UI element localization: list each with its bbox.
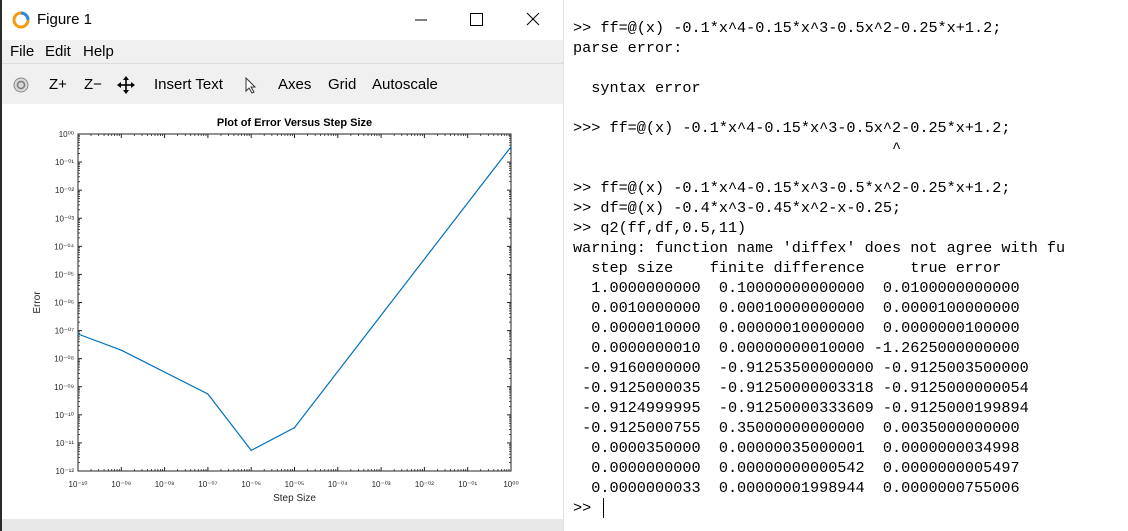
rotate-icon[interactable]: [12, 76, 30, 94]
figure-toolbar: Z+ Z− Insert Text Axes Grid Autoscale: [2, 63, 563, 105]
menu-help[interactable]: Help: [83, 43, 114, 60]
y-tick-label: 10⁻⁰³: [55, 214, 74, 223]
window-title: Figure 1: [37, 11, 93, 28]
terminal-line: 1.0000000000 0.10000000000000 0.01000000…: [573, 279, 1020, 297]
desktop-edge: [0, 0, 2, 531]
terminal-line: -0.9125000755 0.35000000000000 0.0035000…: [573, 419, 1020, 437]
x-tick-label: 10⁻⁰⁴: [328, 480, 348, 489]
terminal-line: 0.0000000010 0.00000000010000 -1.2625000…: [573, 339, 1020, 357]
terminal-line: 0.0000000033 0.00000001998944 0.00000007…: [573, 479, 1020, 497]
terminal-line: syntax error: [573, 79, 701, 97]
octave-app-icon: [12, 11, 30, 29]
y-tick-label: 10⁻⁰¹: [55, 158, 74, 167]
y-tick-label: 10⁻⁰⁵: [54, 270, 74, 279]
title-bar[interactable]: Figure 1: [2, 0, 563, 40]
status-bar: [2, 519, 563, 531]
x-tick-label: 10⁻⁰⁸: [155, 480, 175, 489]
x-tick-label: 10⁻⁰⁹: [111, 480, 131, 489]
terminal-line: parse error:: [573, 39, 683, 57]
pan-icon[interactable]: [117, 76, 135, 94]
terminal-line: >> q2(ff,df,0.5,11): [573, 219, 747, 237]
y-tick-label: 10⁻⁰²: [55, 186, 74, 195]
octave-command-window[interactable]: >> ff=@(x) -0.1*x^4-0.15*x^3-0.5x^2-0.25…: [563, 0, 1128, 531]
text-cursor: [603, 498, 604, 518]
y-tick-label: 10⁰⁰: [59, 130, 74, 139]
data-point: [207, 393, 209, 395]
autoscale-button[interactable]: Autoscale: [372, 76, 438, 93]
x-tick-label: 10⁻⁰⁵: [285, 480, 305, 489]
axes-button[interactable]: Axes: [278, 76, 312, 93]
axes-box: [77, 133, 512, 472]
y-tick-label: 10⁻¹²: [56, 467, 75, 476]
minimize-icon[interactable]: [409, 8, 433, 32]
menu-file[interactable]: File: [10, 43, 35, 60]
data-point: [510, 146, 512, 148]
terminal-line: ^: [573, 139, 902, 157]
terminal-line: -0.9125000035 -0.91250000003318 -0.91250…: [573, 379, 1029, 397]
menu-bar: File Edit Help: [2, 40, 563, 62]
terminal-line: >>: [573, 499, 601, 517]
data-point: [77, 333, 79, 335]
y-tick-label: 10⁻⁰⁶: [54, 299, 74, 308]
y-axis-label: Error: [32, 291, 43, 314]
y-tick-label: 10⁻⁰⁹: [54, 383, 74, 392]
terminal-line: -0.9160000000 -0.91253500000000 -0.91250…: [573, 359, 1029, 377]
data-point: [120, 349, 122, 351]
data-point: [293, 427, 296, 429]
error-plot: 10⁻¹⁰ 10⁻⁰⁹ 10⁻⁰⁸ 10⁻⁰⁷ 10⁻⁰⁶ 10⁻⁰⁵ 10⁻⁰⁴ 10⁻⁰³…: [32, 117, 519, 504]
zoom-out-button[interactable]: Z−: [84, 76, 102, 93]
terminal-line: >> ff=@(x) -0.1*x^4-0.15*x^3-0.5x^2-0.25…: [573, 19, 1002, 37]
error-series-line: [77, 146, 512, 452]
x-axis-label: Step Size: [273, 493, 316, 504]
data-point: [250, 449, 252, 452]
terminal-line: >> df=@(x) -0.4*x^3-0.45*x^2-x-0.25;: [573, 199, 902, 217]
insert-text-button[interactable]: Insert Text: [154, 76, 223, 93]
terminal-line: 0.0000010000 0.00000010000000 0.00000001…: [573, 319, 1020, 337]
grid-button[interactable]: Grid: [328, 76, 357, 93]
maximize-icon[interactable]: [464, 8, 488, 32]
terminal-line: step size finite difference true error: [573, 259, 1002, 277]
figure-window: Figure 1 File Edit Help Z+ Z− Insert Tex…: [2, 0, 563, 531]
x-tick-label: 10⁻⁰³: [372, 480, 391, 489]
x-tick-label: 10⁻⁰⁷: [198, 480, 217, 489]
terminal-line: >> ff=@(x) -0.1*x^4-0.15*x^3-0.5*x^2-0.2…: [573, 179, 1011, 197]
pointer-icon[interactable]: [244, 77, 258, 94]
y-tick-label: 10⁻¹⁰: [55, 411, 74, 420]
menu-edit[interactable]: Edit: [45, 43, 71, 60]
terminal-line: >>> ff=@(x) -0.1*x^4-0.15*x^3-0.5x^2-0.2…: [573, 119, 1011, 137]
chart-title: Plot of Error Versus Step Size: [217, 117, 372, 129]
y-tick-label: 10⁻⁰⁷: [55, 327, 74, 336]
y-tick-label: 10⁻¹¹: [56, 439, 75, 448]
x-tick-label: 10⁻⁰¹: [458, 480, 477, 489]
terminal-line: warning: function name 'diffex' does not…: [573, 239, 1066, 257]
terminal-line: 0.0000000000 0.00000000000542 0.00000000…: [573, 459, 1020, 477]
terminal-line: 0.0000350000 0.00000035000001 0.00000000…: [573, 439, 1020, 457]
y-tick-label: 10⁻⁰⁸: [54, 355, 74, 364]
close-icon[interactable]: [521, 8, 545, 32]
zoom-in-button[interactable]: Z+: [49, 76, 67, 93]
y-tick-label: 10⁻⁰⁴: [54, 242, 74, 251]
terminal-line: -0.9124999995 -0.91250000333609 -0.91250…: [573, 399, 1029, 417]
x-tick-label: 10⁻⁰²: [415, 480, 434, 489]
plot-canvas: 10⁻¹⁰ 10⁻⁰⁹ 10⁻⁰⁸ 10⁻⁰⁷ 10⁻⁰⁶ 10⁻⁰⁵ 10⁻⁰⁴ 10⁻⁰³…: [2, 104, 563, 519]
x-tick-label: 10⁰⁰: [503, 480, 518, 489]
x-tick-label: 10⁻¹⁰: [69, 480, 88, 489]
terminal-line: 0.0010000000 0.00010000000000 0.00001000…: [573, 299, 1020, 317]
x-tick-label: 10⁻⁰⁶: [241, 480, 261, 489]
